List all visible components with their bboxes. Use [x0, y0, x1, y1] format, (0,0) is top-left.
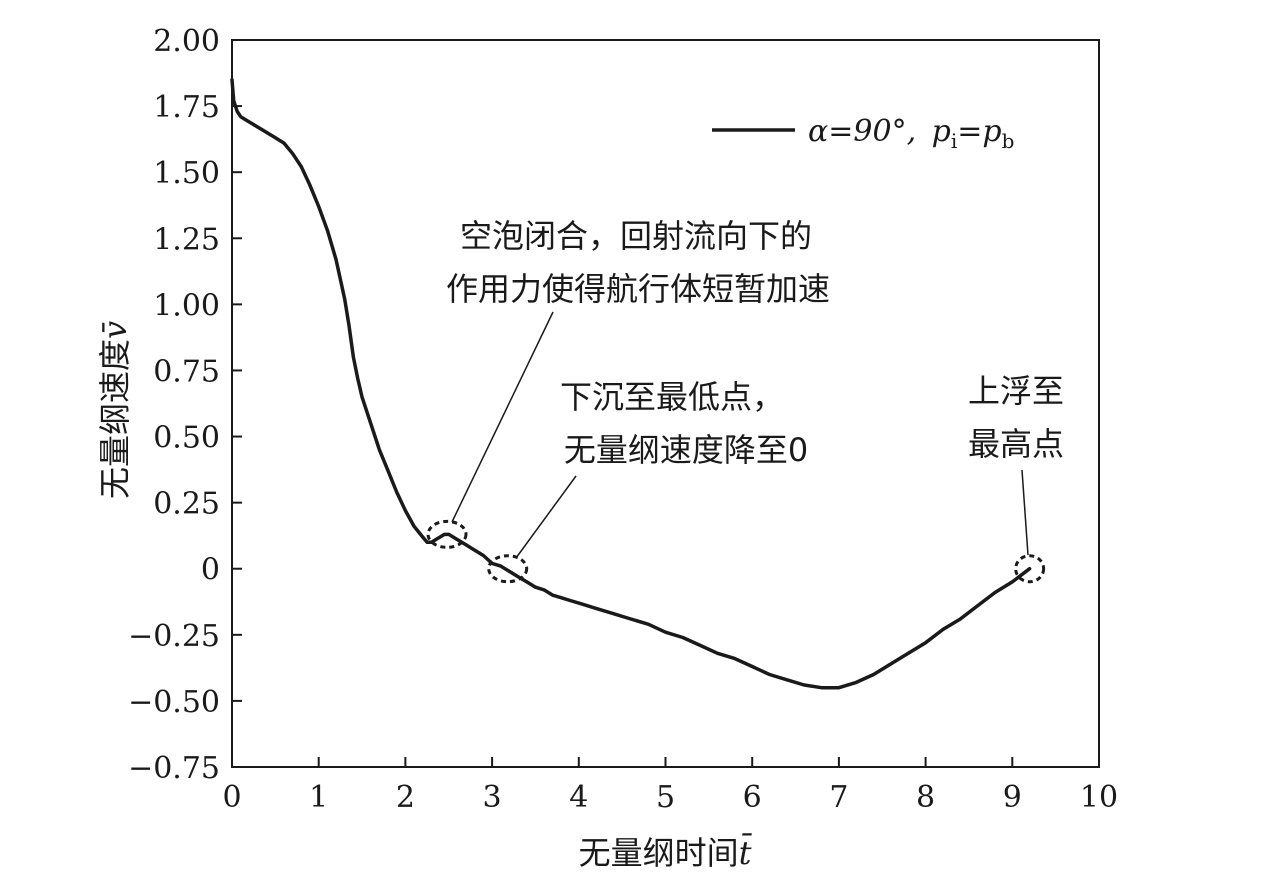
y-axis-title-text: 无量纲速度	[96, 339, 134, 499]
legend-p-b-sub: b	[1002, 129, 1015, 153]
x-tick-label: 9	[1003, 780, 1022, 815]
annotation-2-line-1: 下沉至最低点，	[560, 378, 784, 416]
legend: α=90°, pi=pb	[712, 114, 1014, 153]
annotation-3-leader	[1021, 469, 1029, 556]
x-tick-label: 7	[829, 780, 848, 815]
legend-label: α=90°, pi=pb	[808, 114, 1014, 153]
annotation-2-leader	[515, 475, 577, 559]
series-line	[230, 77, 1032, 690]
annotation-3-circle	[1014, 554, 1046, 584]
annotation-1-line-1: 空泡闭合，回射流向下的	[460, 217, 812, 255]
annotation-1-circle	[426, 519, 468, 549]
annotation-2-line-2: 无量纲速度降至0	[564, 431, 808, 469]
x-tick-label: 4	[569, 780, 588, 815]
annotation-2-circle	[487, 554, 529, 584]
legend-eq: =	[957, 114, 982, 149]
x-tick-label: 3	[483, 780, 502, 815]
x-tick-label: 1	[309, 780, 328, 815]
y-tick-label: 1.75	[153, 90, 220, 125]
x-tick-label: 0	[222, 780, 241, 815]
annotation-3-line-1: 上浮至	[968, 372, 1064, 410]
x-axis-title-text: 无量纲时间	[579, 834, 739, 872]
legend-p-i-sub: i	[951, 129, 957, 153]
x-tick-label: 10	[1080, 780, 1118, 815]
x-axis-title: 无量纲时间t̄	[579, 833, 753, 872]
x-axis-title-var: t̄	[739, 833, 753, 872]
y-tick-label: 0.25	[153, 487, 220, 522]
y-tick-label: 1.25	[153, 222, 220, 257]
y-tick-label: 0.75	[153, 354, 220, 389]
x-tick-label: 5	[656, 780, 675, 815]
x-tick-label: 8	[916, 780, 935, 815]
annotation-3-line-2: 最高点	[968, 425, 1064, 463]
legend-p-i: p	[932, 114, 951, 149]
y-tick-label: −0.50	[128, 685, 220, 720]
y-tick-label: 0.50	[153, 421, 220, 456]
y-tick-label: −0.75	[128, 751, 220, 786]
y-axis-title: 无量纲速度v̄	[96, 321, 134, 499]
x-tick-label: 2	[396, 780, 415, 815]
annotation-1-leader	[451, 311, 554, 523]
y-tick-label: 0	[201, 553, 220, 588]
y-tick-label: 1.00	[153, 288, 220, 323]
legend-p-b: p	[982, 114, 1001, 149]
annotation-3: 上浮至 最高点	[968, 372, 1064, 584]
tick-labels: 0 1 2 3 4 5 6 7 8 9 10 2.00 1.75 1.50 1.25 1.00 0.75 0.50…	[128, 24, 1118, 815]
x-tick-label: 6	[743, 780, 762, 815]
y-tick-label: 1.50	[153, 156, 220, 191]
annotation-1: 空泡闭合，回射流向下的 作用力使得航行体短暂加速	[426, 217, 830, 549]
y-tick-label: 2.00	[153, 24, 220, 59]
y-tick-label: −0.25	[128, 619, 220, 654]
annotation-2: 下沉至最低点， 无量纲速度降至0	[487, 378, 808, 584]
legend-alpha: α=90°,	[808, 114, 916, 149]
annotation-1-line-2: 作用力使得航行体短暂加速	[446, 270, 830, 308]
y-axis-title-var: v̄	[96, 321, 134, 339]
